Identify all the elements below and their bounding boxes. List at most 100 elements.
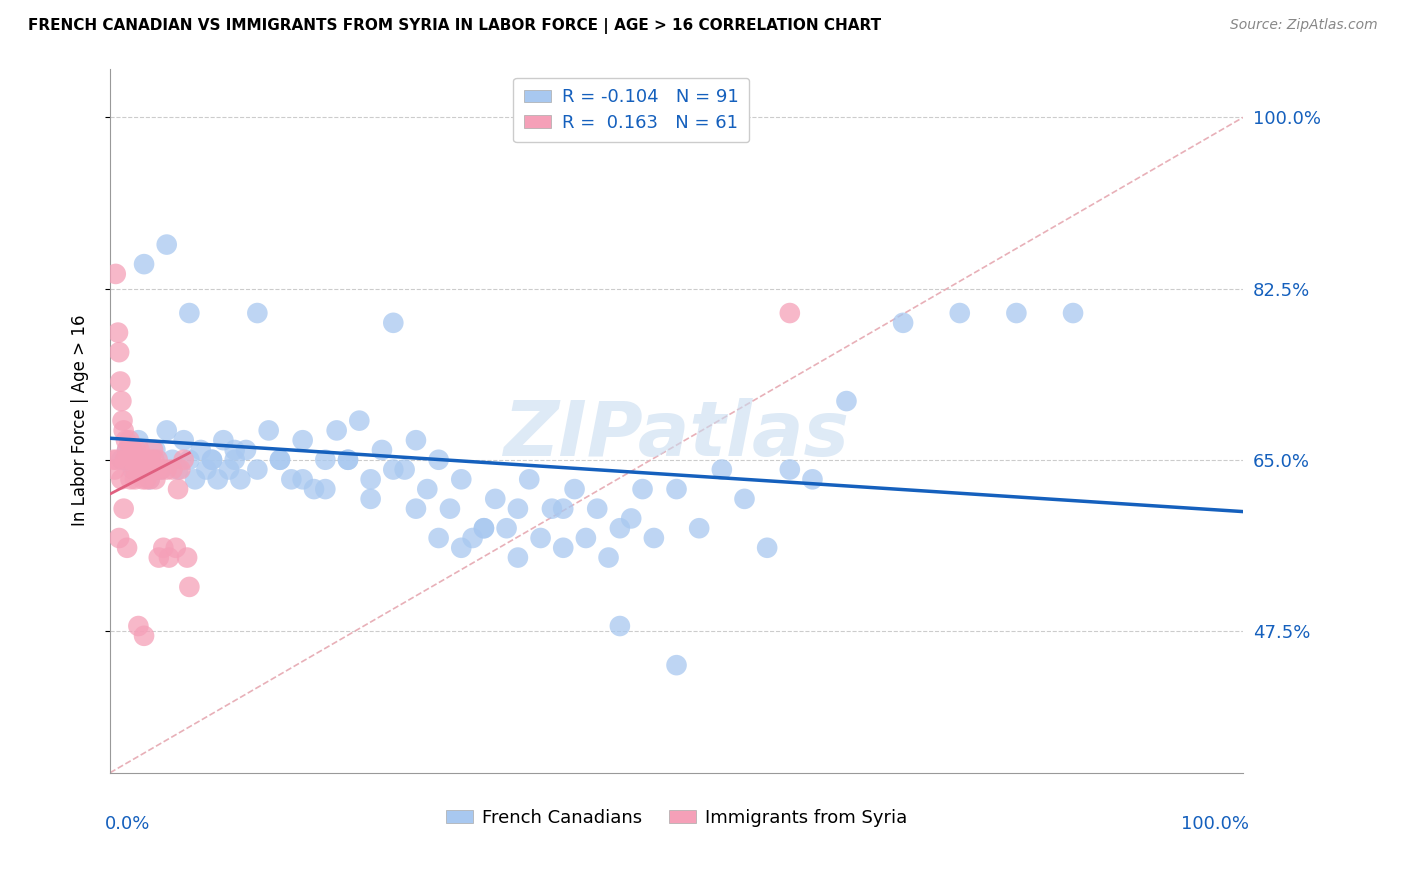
Point — [143, 452, 166, 467]
Point — [360, 472, 382, 486]
Point — [132, 257, 155, 271]
Point — [280, 472, 302, 486]
Point — [103, 452, 125, 467]
Point — [349, 414, 371, 428]
Point — [179, 452, 201, 467]
Point — [779, 306, 801, 320]
Point — [336, 452, 359, 467]
Point — [121, 452, 143, 467]
Point — [598, 550, 620, 565]
Point — [224, 442, 246, 457]
Point — [314, 482, 336, 496]
Point — [201, 452, 224, 467]
Point — [291, 472, 314, 486]
Text: Source: ZipAtlas.com: Source: ZipAtlas.com — [1230, 18, 1378, 32]
Point — [117, 452, 139, 467]
Text: 0.0%: 0.0% — [104, 815, 150, 833]
Text: ZIPatlas: ZIPatlas — [503, 398, 849, 472]
Point — [218, 462, 240, 476]
Point — [416, 482, 439, 496]
Point — [107, 326, 129, 340]
Text: 100.0%: 100.0% — [1181, 815, 1249, 833]
Point — [360, 491, 382, 506]
Y-axis label: In Labor Force | Age > 16: In Labor Force | Age > 16 — [72, 315, 89, 526]
Point — [609, 619, 631, 633]
Point — [115, 442, 138, 457]
Point — [224, 452, 246, 467]
Point — [111, 414, 134, 428]
Point — [128, 442, 150, 457]
Point — [156, 237, 179, 252]
Point — [190, 442, 212, 457]
Point — [110, 394, 132, 409]
Point — [291, 433, 314, 447]
Point — [235, 442, 257, 457]
Point — [609, 521, 631, 535]
Point — [138, 462, 160, 476]
Point — [949, 306, 972, 320]
Point — [127, 619, 149, 633]
Point — [132, 472, 155, 486]
Point — [127, 452, 149, 467]
Point — [115, 442, 138, 457]
Text: FRENCH CANADIAN VS IMMIGRANTS FROM SYRIA IN LABOR FORCE | AGE > 16 CORRELATION C: FRENCH CANADIAN VS IMMIGRANTS FROM SYRIA… — [28, 18, 882, 34]
Point — [439, 501, 461, 516]
Point — [427, 452, 450, 467]
Point — [472, 521, 495, 535]
Point — [145, 442, 167, 457]
Point — [801, 472, 824, 486]
Point — [688, 521, 710, 535]
Legend: French Canadians, Immigrants from Syria: French Canadians, Immigrants from Syria — [439, 802, 914, 834]
Point — [132, 452, 155, 467]
Point — [891, 316, 914, 330]
Point — [195, 462, 218, 476]
Point — [135, 472, 157, 486]
Point — [506, 501, 529, 516]
Point — [114, 452, 136, 467]
Point — [142, 442, 165, 457]
Point — [450, 541, 472, 555]
Point — [553, 501, 575, 516]
Point — [120, 472, 142, 486]
Point — [112, 501, 135, 516]
Point — [1005, 306, 1028, 320]
Point — [104, 462, 127, 476]
Point — [382, 462, 405, 476]
Point — [145, 472, 167, 486]
Point — [541, 501, 564, 516]
Point — [127, 433, 149, 447]
Point — [382, 316, 405, 330]
Point — [156, 424, 179, 438]
Point — [148, 550, 170, 565]
Point — [586, 501, 609, 516]
Point — [665, 482, 688, 496]
Point — [132, 452, 155, 467]
Point — [779, 462, 801, 476]
Point — [108, 345, 131, 359]
Point — [506, 550, 529, 565]
Point — [643, 531, 665, 545]
Point — [179, 580, 201, 594]
Point — [246, 462, 269, 476]
Point — [124, 462, 146, 476]
Point — [134, 462, 156, 476]
Point — [139, 452, 162, 467]
Point — [405, 433, 427, 447]
Point — [207, 472, 229, 486]
Point — [156, 462, 179, 476]
Point — [132, 629, 155, 643]
Point — [162, 462, 184, 476]
Point — [176, 550, 198, 565]
Point — [302, 482, 325, 496]
Point — [112, 424, 135, 438]
Point — [122, 452, 145, 467]
Point — [246, 306, 269, 320]
Point — [150, 462, 173, 476]
Point — [110, 375, 132, 389]
Point — [269, 452, 291, 467]
Point — [131, 462, 153, 476]
Point — [115, 433, 138, 447]
Point — [405, 501, 427, 516]
Point — [756, 541, 779, 555]
Point — [1062, 306, 1084, 320]
